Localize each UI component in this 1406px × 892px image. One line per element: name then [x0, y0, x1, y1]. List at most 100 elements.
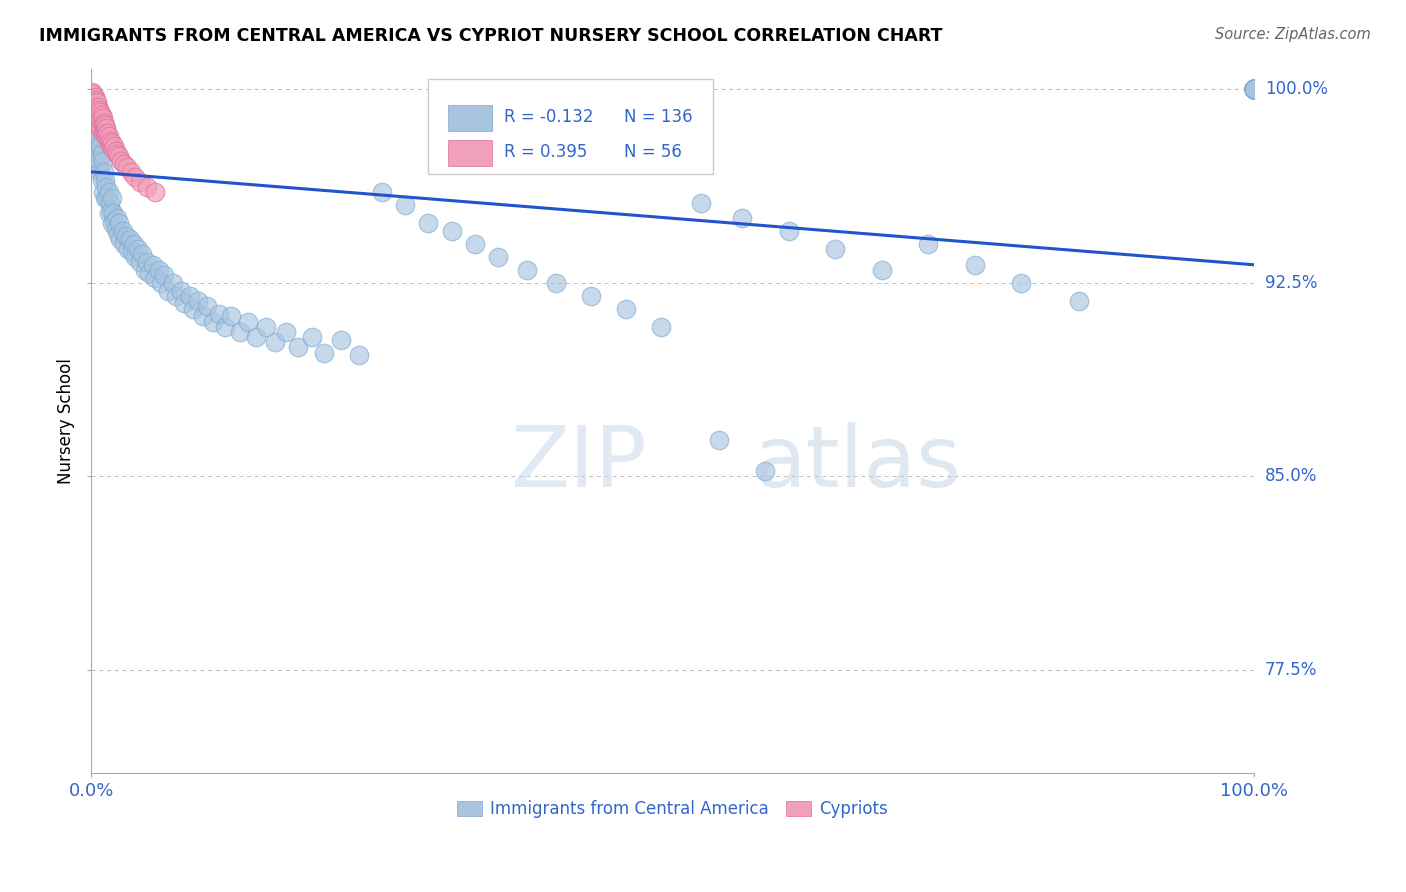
Point — [110, 232, 132, 246]
Point — [1243, 82, 1265, 96]
Point — [1243, 82, 1265, 96]
Text: N = 56: N = 56 — [624, 144, 682, 161]
Point — [103, 206, 125, 220]
Point — [516, 263, 538, 277]
Point — [276, 325, 298, 339]
Point — [1243, 82, 1265, 96]
Point — [89, 105, 111, 120]
Y-axis label: Nursery School: Nursery School — [58, 358, 75, 484]
Point — [86, 113, 108, 128]
Point — [96, 180, 118, 194]
Point — [347, 348, 370, 362]
Point — [89, 113, 111, 128]
Point — [90, 172, 112, 186]
Point — [707, 434, 730, 448]
Point — [87, 108, 110, 122]
Point — [87, 146, 110, 161]
Point — [197, 299, 219, 313]
Point — [219, 310, 242, 324]
Point — [93, 165, 115, 179]
Point — [96, 191, 118, 205]
Point — [89, 128, 111, 143]
Point — [202, 314, 225, 328]
Point — [1243, 82, 1265, 96]
Point — [245, 330, 267, 344]
Point — [91, 119, 114, 133]
Point — [89, 139, 111, 153]
Bar — [449, 140, 492, 166]
Point — [129, 255, 152, 269]
Point — [83, 95, 105, 109]
Point — [263, 335, 285, 350]
Point — [870, 263, 893, 277]
Point — [89, 119, 111, 133]
Point — [131, 247, 153, 261]
Point — [1243, 82, 1265, 96]
Point — [87, 120, 110, 135]
Point — [89, 103, 111, 117]
Point — [111, 224, 134, 238]
Point — [100, 203, 122, 218]
Point — [546, 276, 568, 290]
Point — [122, 237, 145, 252]
Point — [108, 149, 131, 163]
Point — [112, 157, 135, 171]
Point — [105, 211, 128, 226]
Point — [96, 128, 118, 143]
Point — [105, 146, 128, 161]
Point — [94, 191, 117, 205]
Point — [1243, 82, 1265, 96]
Point — [94, 172, 117, 186]
Point — [136, 180, 159, 194]
Text: N = 136: N = 136 — [624, 108, 692, 126]
Point — [97, 136, 120, 151]
Point — [1069, 293, 1091, 308]
Bar — [449, 105, 492, 130]
Point — [187, 293, 209, 308]
Point — [96, 126, 118, 140]
Point — [97, 128, 120, 143]
Point — [579, 289, 602, 303]
Point — [1243, 82, 1265, 96]
Point — [162, 276, 184, 290]
Point — [127, 242, 149, 256]
Point — [90, 116, 112, 130]
Point — [82, 85, 104, 99]
Point — [84, 108, 107, 122]
Point — [1243, 82, 1265, 96]
Point — [165, 289, 187, 303]
Point — [91, 186, 114, 200]
Point — [97, 206, 120, 220]
Point — [118, 232, 141, 246]
Point — [82, 90, 104, 104]
Point — [418, 216, 440, 230]
Point — [650, 319, 672, 334]
Point — [1243, 82, 1265, 96]
Point — [778, 224, 800, 238]
Point — [214, 319, 236, 334]
Point — [1243, 82, 1265, 96]
Point — [440, 224, 463, 238]
Point — [124, 169, 146, 184]
Point — [1243, 82, 1265, 96]
Point — [134, 263, 156, 277]
Point — [110, 154, 132, 169]
Point — [115, 229, 138, 244]
Point — [86, 95, 108, 109]
Point — [83, 113, 105, 128]
Point — [82, 87, 104, 102]
Point — [1243, 82, 1265, 96]
Point — [96, 120, 118, 135]
Point — [84, 100, 107, 114]
Point — [82, 93, 104, 107]
Text: atlas: atlas — [754, 422, 962, 505]
Text: R = 0.395: R = 0.395 — [503, 144, 588, 161]
Point — [138, 265, 160, 279]
Point — [89, 154, 111, 169]
Point — [236, 314, 259, 328]
Point — [82, 97, 104, 112]
Text: Source: ZipAtlas.com: Source: ZipAtlas.com — [1215, 27, 1371, 42]
Point — [83, 120, 105, 135]
Point — [86, 111, 108, 125]
Point — [1243, 82, 1265, 96]
